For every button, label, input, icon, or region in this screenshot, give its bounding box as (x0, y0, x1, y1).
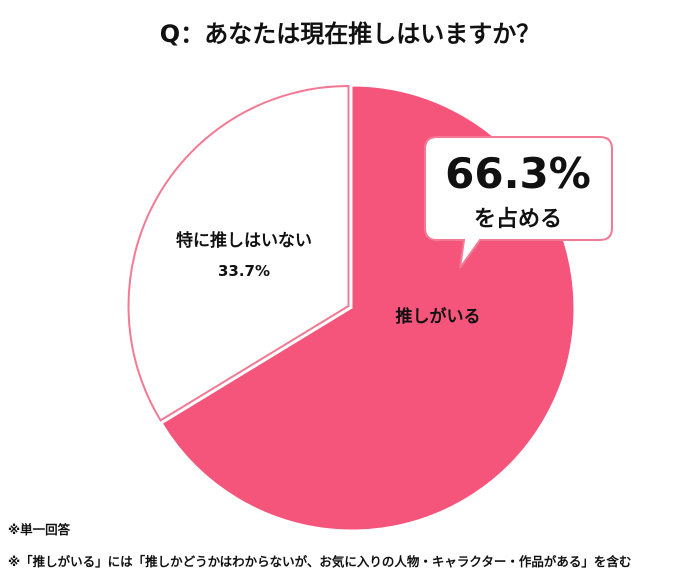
slice-label-1: 特に推しはいない (176, 230, 312, 251)
callout-value: 66.3% (445, 149, 591, 198)
slice-value-label-1: 33.7% (218, 262, 270, 280)
pie-slice-1 (127, 85, 350, 422)
chart-title: Q：あなたは現在推しはいますか？ (159, 20, 541, 48)
callout: 66.3% を占める (424, 136, 613, 269)
note-single-answer: ※単一回答 (8, 522, 71, 537)
callout-text: を占める (474, 207, 562, 232)
slice-label-0: 推しがいる (396, 306, 481, 327)
note-definition: ※「推しがいる」には「推しかどうかはわからないが、お気に入りの人物・キャラクター… (8, 554, 632, 569)
